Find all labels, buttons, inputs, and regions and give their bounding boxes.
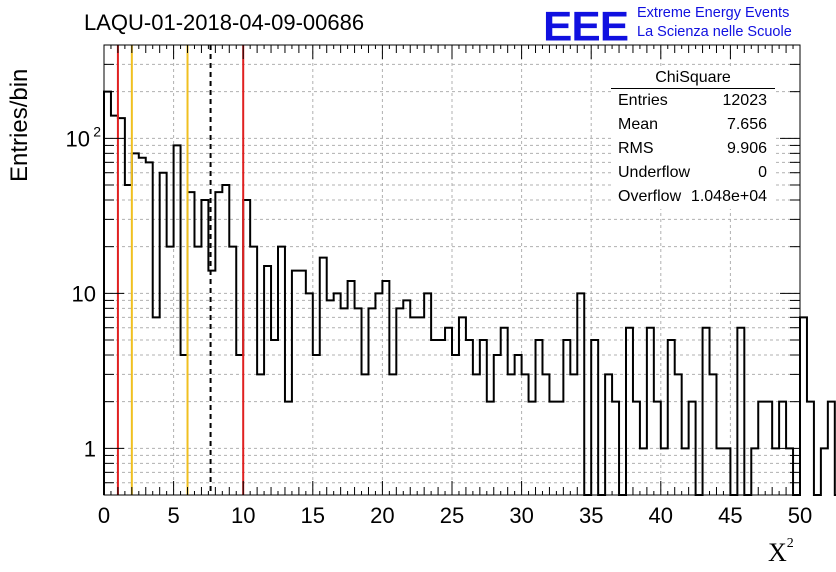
x-tick-label: 15: [301, 503, 325, 528]
x-tick-label: 20: [370, 503, 394, 528]
x-tick-label: 50: [788, 503, 812, 528]
logo-line-2: La Scienza nelle Scuole: [637, 24, 792, 40]
x-tick-label: 10: [231, 503, 255, 528]
y-tick-label: 10: [72, 281, 96, 306]
x-tick-label: 0: [98, 503, 110, 528]
y-tick-label: 10: [66, 126, 90, 151]
x-tick-label: 5: [167, 503, 179, 528]
stats-row-overflow: Overflow 1.048e+04: [618, 188, 767, 205]
stats-row-entries: Entries 12023: [618, 92, 767, 109]
histogram-outline: [103, 90, 836, 496]
y-axis-label: Entries/bin: [6, 68, 33, 182]
stats-row-mean: Mean 7.656: [618, 116, 767, 133]
stats-title: ChiSquare: [611, 66, 775, 89]
x-tick-label: 30: [509, 503, 533, 528]
y-tick-label-exponent: 2: [93, 123, 101, 139]
x-tick-label: 45: [718, 503, 742, 528]
logo-line-1: Extreme Energy Events: [637, 5, 790, 21]
x-tick-label: 25: [440, 503, 464, 528]
stats-row-underflow: Underflow 0: [618, 164, 767, 181]
stats-row-rms: RMS 9.906: [618, 140, 767, 157]
x-tick-label: 35: [579, 503, 603, 528]
eee-logo-letters: EEE: [543, 3, 629, 50]
stats-box: ChiSquare Entries 12023 Mean 7.656 RMS 9.90…: [611, 66, 775, 209]
y-tick-label: 1: [84, 436, 96, 461]
chart-title: LAQU-01-2018-04-09-00686: [84, 10, 365, 35]
x-axis-label: X2: [768, 536, 794, 567]
x-tick-label: 40: [649, 503, 673, 528]
